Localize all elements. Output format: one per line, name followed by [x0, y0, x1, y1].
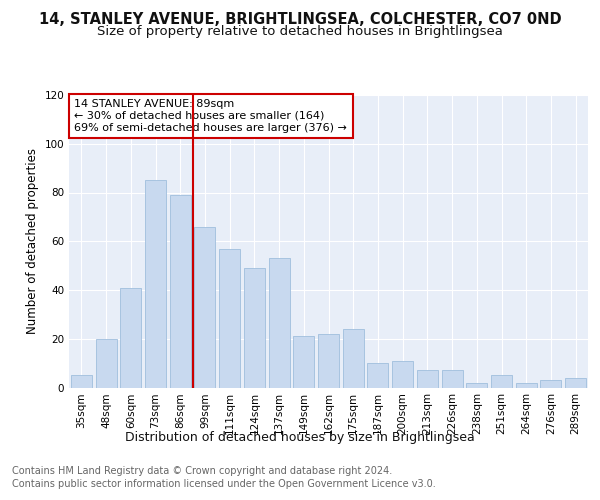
- Bar: [516, 382, 537, 388]
- Bar: [219, 248, 240, 388]
- Bar: [170, 195, 191, 388]
- Bar: [145, 180, 166, 388]
- Bar: [269, 258, 290, 388]
- Bar: [194, 226, 215, 388]
- Text: Contains public sector information licensed under the Open Government Licence v3: Contains public sector information licen…: [12, 479, 436, 489]
- Bar: [318, 334, 339, 388]
- Bar: [343, 329, 364, 388]
- Y-axis label: Number of detached properties: Number of detached properties: [26, 148, 39, 334]
- Bar: [491, 376, 512, 388]
- Bar: [120, 288, 141, 388]
- Bar: [293, 336, 314, 388]
- Bar: [466, 382, 487, 388]
- Bar: [417, 370, 438, 388]
- Bar: [541, 380, 562, 388]
- Bar: [95, 339, 116, 388]
- Text: 14 STANLEY AVENUE: 89sqm
← 30% of detached houses are smaller (164)
69% of semi-: 14 STANLEY AVENUE: 89sqm ← 30% of detach…: [74, 100, 347, 132]
- Bar: [565, 378, 586, 388]
- Bar: [367, 363, 388, 388]
- Text: Size of property relative to detached houses in Brightlingsea: Size of property relative to detached ho…: [97, 24, 503, 38]
- Text: Contains HM Land Registry data © Crown copyright and database right 2024.: Contains HM Land Registry data © Crown c…: [12, 466, 392, 476]
- Text: Distribution of detached houses by size in Brightlingsea: Distribution of detached houses by size …: [125, 431, 475, 444]
- Bar: [71, 376, 92, 388]
- Bar: [442, 370, 463, 388]
- Bar: [392, 360, 413, 388]
- Text: 14, STANLEY AVENUE, BRIGHTLINGSEA, COLCHESTER, CO7 0ND: 14, STANLEY AVENUE, BRIGHTLINGSEA, COLCH…: [38, 12, 562, 28]
- Bar: [244, 268, 265, 388]
